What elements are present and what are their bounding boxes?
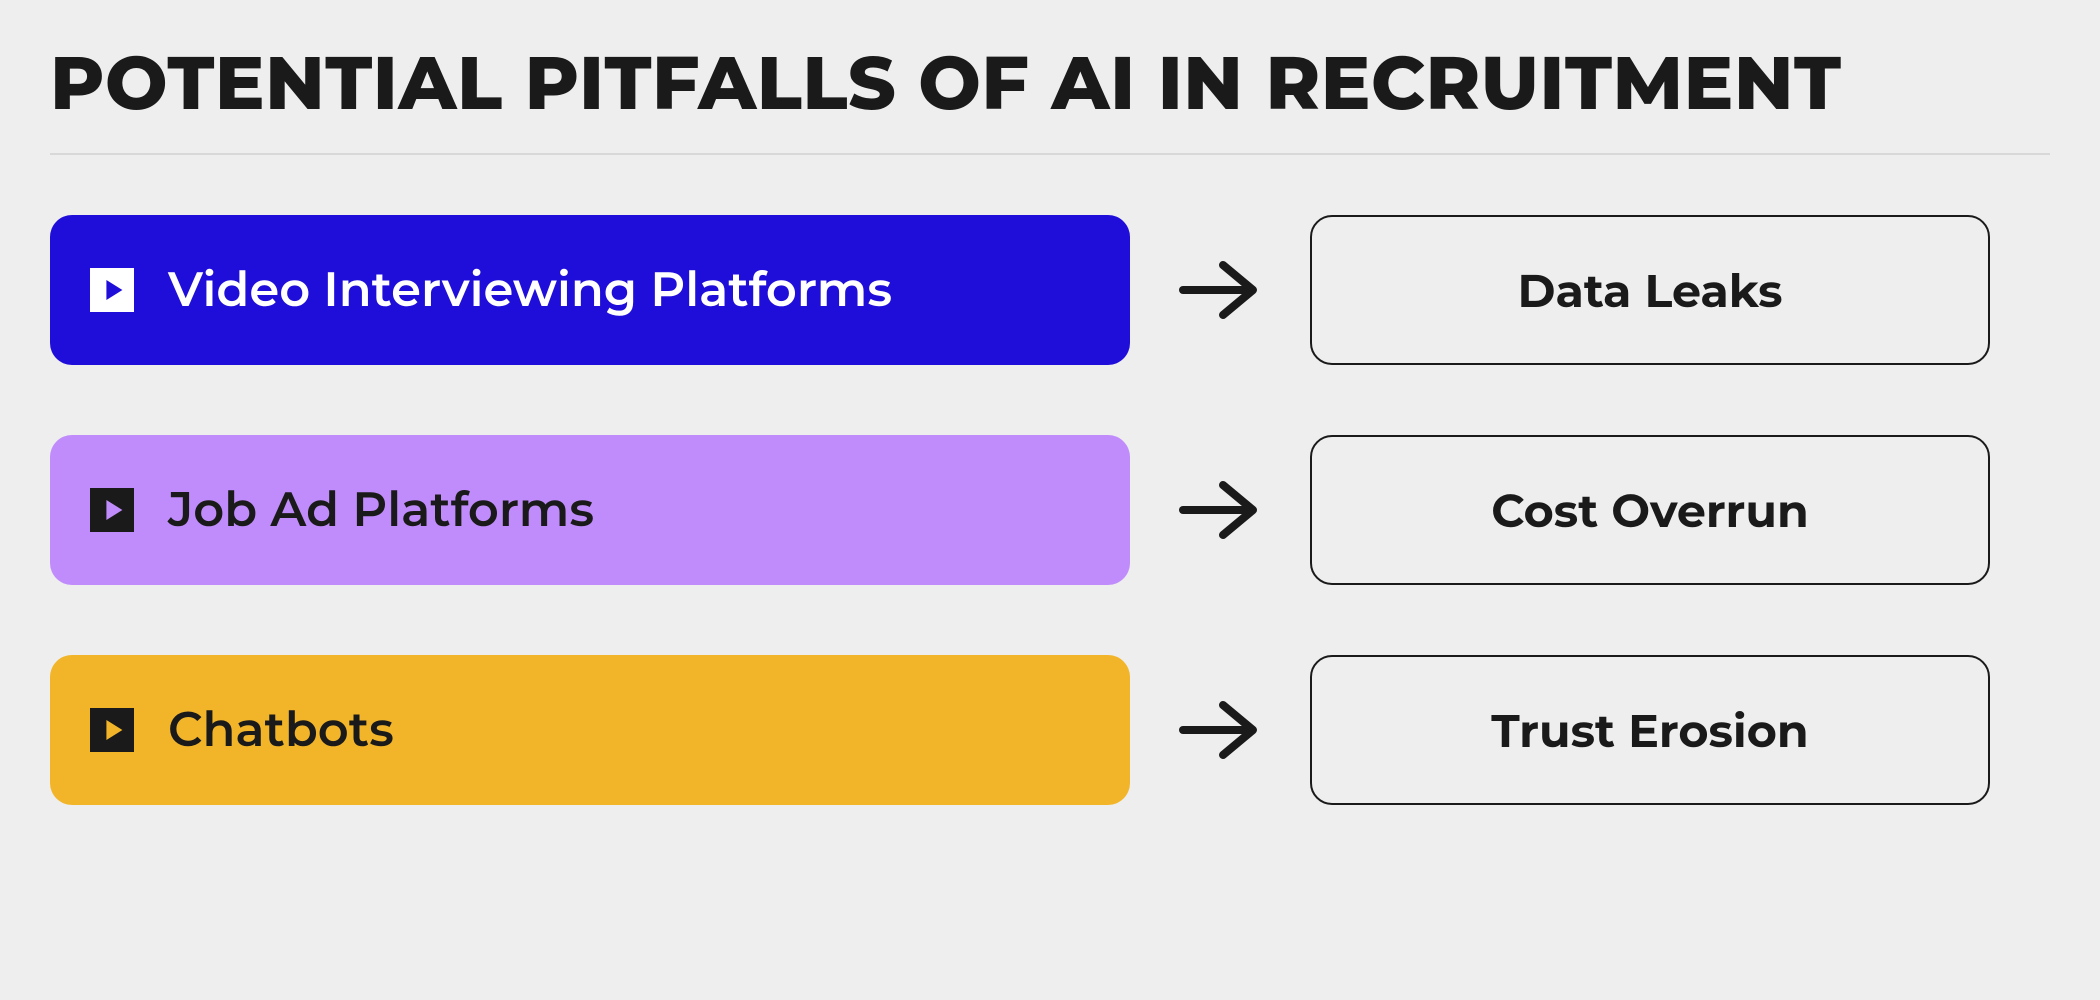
pitfall-label: Trust Erosion	[1491, 702, 1808, 759]
source-card: Video Interviewing Platforms	[50, 215, 1130, 365]
play-icon	[90, 268, 134, 312]
mapping-row: Chatbots Trust Erosion	[50, 655, 2050, 805]
rows-container: Video Interviewing Platforms Data Leaks J…	[50, 215, 2050, 805]
play-icon	[90, 708, 134, 752]
arrow-right-icon	[1130, 255, 1310, 325]
title-divider	[50, 153, 2050, 155]
arrow-right-icon	[1130, 695, 1310, 765]
infographic-canvas: POTENTIAL PITFALLS OF AI IN RECRUITMENT …	[0, 0, 2100, 1000]
source-label: Job Ad Platforms	[168, 481, 594, 539]
mapping-row: Job Ad Platforms Cost Overrun	[50, 435, 2050, 585]
source-label: Video Interviewing Platforms	[168, 261, 892, 319]
source-card: Chatbots	[50, 655, 1130, 805]
pitfall-card: Data Leaks	[1310, 215, 1990, 365]
pitfall-label: Cost Overrun	[1491, 482, 1809, 539]
pitfall-label: Data Leaks	[1517, 262, 1782, 319]
pitfall-card: Trust Erosion	[1310, 655, 1990, 805]
source-label: Chatbots	[168, 701, 394, 759]
play-icon	[90, 488, 134, 532]
arrow-right-icon	[1130, 475, 1310, 545]
source-card: Job Ad Platforms	[50, 435, 1130, 585]
pitfall-card: Cost Overrun	[1310, 435, 1990, 585]
page-title: POTENTIAL PITFALLS OF AI IN RECRUITMENT	[50, 40, 2050, 125]
mapping-row: Video Interviewing Platforms Data Leaks	[50, 215, 2050, 365]
